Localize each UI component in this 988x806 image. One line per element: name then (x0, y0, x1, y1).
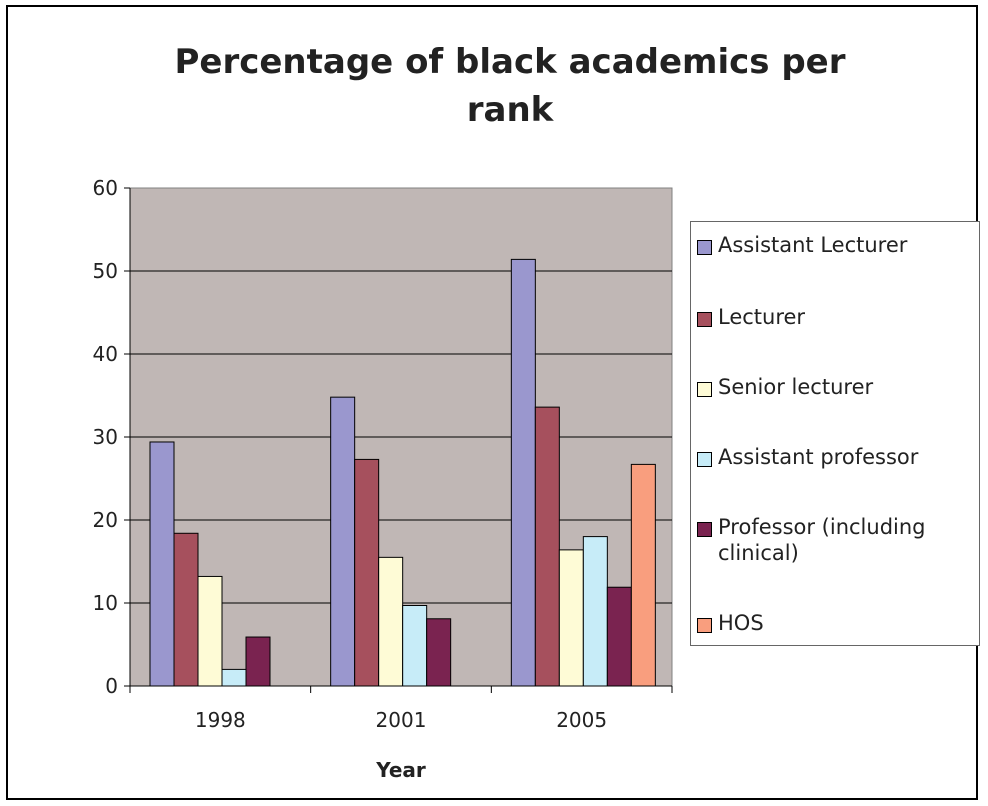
legend-item: HOS (697, 610, 980, 636)
legend-label: Assistant professor (718, 445, 919, 469)
legend-label: HOS (718, 611, 764, 635)
y-tick-label: 10 (93, 591, 118, 615)
legend-item: Assistant Lecturer (697, 232, 980, 258)
legend-swatch (697, 522, 712, 537)
legend-label: Lecturer (718, 305, 806, 329)
bar (606, 586, 632, 687)
y-tick-label: 30 (93, 425, 118, 449)
legend-item: Lecturer (697, 304, 980, 330)
legend-swatch (697, 382, 712, 397)
x-tick-label: 2005 (556, 708, 607, 732)
bar (582, 536, 608, 687)
legend: Assistant Lecturer Lecturer Senior lecture… (690, 221, 980, 646)
y-tick-label: 60 (93, 176, 118, 200)
legend-label: Senior lecturer (718, 375, 874, 399)
bar (149, 441, 175, 687)
bar (221, 668, 247, 687)
y-tick-label: 40 (93, 342, 118, 366)
legend-item: Professor (including clinical) (697, 514, 980, 566)
legend-swatch (697, 452, 712, 467)
x-tick-label: 1998 (195, 708, 246, 732)
bar (510, 258, 536, 687)
legend-label: Assistant Lecturer (718, 233, 908, 257)
legend-item: Assistant professor (697, 444, 980, 470)
bar (558, 549, 584, 687)
chart-title: Percentage of black academics per rank (174, 42, 846, 130)
legend-label: Professor (including clinical) (718, 515, 926, 565)
bar (173, 532, 199, 687)
legend-swatch (697, 312, 712, 327)
bar (426, 618, 452, 687)
legend-item: Senior lecturer (697, 374, 980, 400)
y-tick-label: 20 (93, 508, 118, 532)
bar (534, 406, 560, 687)
x-tick-label: 2001 (376, 708, 427, 732)
x-axis-label: Year (375, 758, 426, 782)
bar (330, 396, 356, 687)
bar (197, 575, 223, 687)
bar (354, 458, 380, 687)
bar (378, 556, 404, 687)
legend-swatch (697, 618, 712, 633)
bar (630, 463, 656, 687)
y-tick-label: 50 (93, 259, 118, 283)
bar (245, 636, 271, 687)
legend-swatch (697, 240, 712, 255)
y-tick-label: 0 (105, 674, 118, 698)
bar (402, 604, 428, 687)
